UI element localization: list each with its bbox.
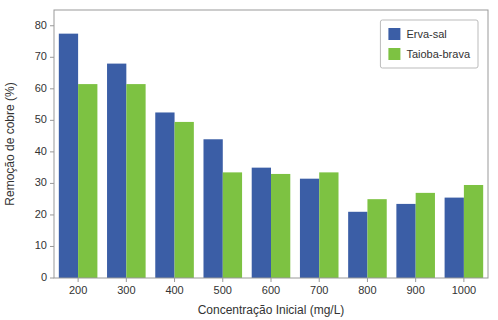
y-tick (50, 57, 54, 58)
bar (59, 34, 78, 278)
bar (107, 64, 126, 278)
y-tick-label: 40 (35, 145, 47, 157)
bar (367, 199, 386, 278)
y-tick-label: 30 (35, 176, 47, 188)
y-tick (50, 246, 54, 247)
legend-swatch (388, 48, 400, 60)
plot-frame (54, 10, 488, 278)
y-tick-label: 20 (35, 208, 47, 220)
x-tick (174, 278, 175, 282)
legend-box (380, 20, 478, 68)
legend: Erva-sal Taioba-brava (380, 20, 478, 68)
x-tick-label: 900 (406, 284, 424, 296)
legend-swatch (388, 28, 400, 40)
y-tick-label: 50 (35, 113, 47, 125)
y-tick (50, 214, 54, 215)
bar (416, 193, 435, 278)
x-tick (271, 278, 272, 282)
x-tick-label: 700 (310, 284, 328, 296)
bar (396, 204, 415, 278)
x-tick (319, 278, 320, 282)
x-tick-label: 400 (165, 284, 183, 296)
chart: 0 10 20 30 40 50 60 70 80 200 300 400 500 600 700 800 90… (0, 0, 498, 320)
x-tick-label: 600 (262, 284, 280, 296)
bar (271, 174, 290, 278)
legend-label: Taioba-brava (406, 48, 470, 60)
x-axis-label: Concentração Inicial (mg/L) (198, 303, 345, 317)
bar (319, 172, 338, 278)
bar (300, 179, 319, 278)
x-tick (126, 278, 127, 282)
bar (445, 198, 464, 278)
chart-container: 0 10 20 30 40 50 60 70 80 200 300 400 500 600 700 800 90… (0, 0, 498, 320)
bar (203, 139, 222, 278)
bar (155, 112, 174, 278)
bar (464, 185, 483, 278)
bars (59, 34, 483, 278)
y-tick (50, 88, 54, 89)
x-tick-label: 1000 (452, 284, 476, 296)
bar (252, 168, 271, 278)
x-tick-label: 800 (358, 284, 376, 296)
x-tick (463, 278, 464, 282)
x-tick-label: 300 (117, 284, 135, 296)
y-tick-label: 0 (41, 271, 47, 283)
bar (223, 172, 242, 278)
y-tick (50, 183, 54, 184)
y-tick (50, 151, 54, 152)
y-tick-label: 60 (35, 82, 47, 94)
x-tick-label: 500 (214, 284, 232, 296)
x-axis: 200 300 400 500 600 700 800 900 1000 (69, 278, 476, 296)
y-axis-label: Remoção de cobre (%) (3, 82, 17, 205)
y-tick-label: 70 (35, 50, 47, 62)
x-tick (222, 278, 223, 282)
y-tick (50, 25, 54, 26)
bar (348, 212, 367, 278)
y-tick-label: 10 (35, 239, 47, 251)
x-tick (367, 278, 368, 282)
x-tick-label: 200 (69, 284, 87, 296)
x-tick (78, 278, 79, 282)
bar (78, 84, 97, 278)
legend-label: Erva-sal (406, 28, 446, 40)
y-tick-label: 80 (35, 19, 47, 31)
y-tick (50, 278, 54, 279)
y-axis: 0 10 20 30 40 50 60 70 80 (35, 19, 54, 283)
bar (175, 122, 194, 278)
bar (126, 84, 145, 278)
x-tick (415, 278, 416, 282)
y-tick (50, 120, 54, 121)
